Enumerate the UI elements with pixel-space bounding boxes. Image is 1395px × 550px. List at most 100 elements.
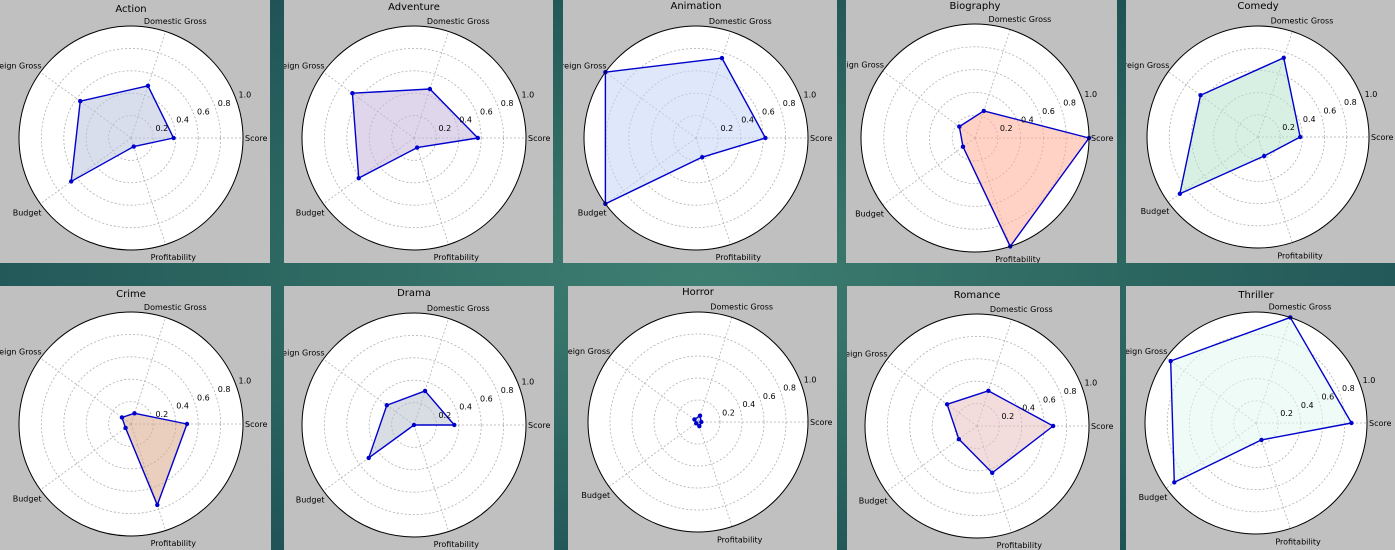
data-polygon-animation: [604, 57, 767, 205]
outer-ring: [18, 311, 244, 537]
radial-tick-label: 1.0: [1085, 379, 1098, 388]
data-polygon-crime: [121, 412, 188, 506]
radial-tick-label: 0.4: [743, 400, 756, 409]
data-point-domestic-gross: [986, 388, 991, 394]
grid-spoke: [1257, 136, 1293, 243]
radar-panel-action: Action 0.2 0.4 0.6 0.8 1.0 Score Domestic Gross…: [0, 0, 270, 263]
grid-spoke: [413, 137, 449, 245]
radial-tick-label: 0.6: [197, 107, 210, 116]
radar-svg: Drama 0.2 0.4 0.6 0.8 1.0 Score Domestic Gross F…: [284, 288, 550, 549]
axis-label-domestic-gross: Domestic Gross: [427, 304, 490, 313]
radar-svg: Action 0.2 0.4 0.6 0.8 1.0 Score Domestic Gross…: [0, 4, 267, 262]
data-point-domestic-gross: [697, 413, 703, 418]
grid-spoke: [1167, 71, 1259, 138]
axis-label-score: Score: [528, 134, 550, 143]
chart-title: Adventure: [388, 2, 440, 13]
data-point-budget: [366, 455, 371, 461]
radial-tick-label: 0.8: [501, 99, 514, 108]
radial-tick-label: 1.0: [522, 91, 535, 100]
radial-tick-label: 0.6: [1043, 395, 1056, 404]
grid-spoke: [1255, 422, 1291, 529]
data-polygon-romance: [946, 390, 1054, 474]
data-polygon-thriller: [1169, 316, 1353, 484]
data-point-budget: [1177, 191, 1183, 196]
chart-title: Action: [115, 4, 146, 15]
data-point-domestic-gross: [145, 83, 151, 89]
data-point-profitability: [155, 502, 160, 508]
radial-tick-label: 0.8: [1063, 98, 1076, 107]
grid-spoke: [413, 31, 449, 139]
axis-label-score: Score: [810, 418, 832, 427]
axis-label-profitability: Profitability: [997, 541, 1043, 550]
radial-tick-label: 0.8: [218, 99, 231, 108]
radial-tick-label: 1.0: [522, 378, 535, 387]
radial-tick-label: 0.8: [1064, 387, 1077, 396]
axis-label-domestic-gross: Domestic Gross: [709, 17, 772, 26]
data-point-score: [171, 135, 176, 141]
radial-tick-label: 1.0: [1365, 90, 1378, 99]
axis-label-foreign-gross: Foreign Gross: [0, 348, 42, 357]
radial-tick-label: 0.8: [501, 386, 514, 395]
axis-label-profitability: Profitability: [1275, 537, 1321, 546]
axis-label-score: Score: [1091, 422, 1113, 431]
axis-label-foreign-gross: Foreign Gross: [284, 62, 325, 71]
outer-ring: [864, 313, 1090, 539]
outer-ring: [587, 311, 809, 533]
radial-tick-label: 0.8: [1342, 384, 1355, 393]
data-point-profitability: [1261, 153, 1267, 159]
axis-label-score: Score: [810, 134, 832, 143]
outer-ring: [860, 23, 1090, 253]
grid-ring: [346, 70, 482, 206]
axis-label-foreign-gross: Foreign Gross: [847, 350, 888, 359]
data-point-score: [1297, 134, 1303, 140]
chart-title: Biography: [950, 1, 1001, 12]
grid-spoke: [323, 358, 415, 426]
radial-tick-label: 0.4: [176, 402, 189, 411]
data-point-foreign-gross: [944, 402, 950, 407]
radar-panel-comedy: Comedy 0.2 0.4 0.6 0.8 1.0 Score Domestic Gross…: [1126, 0, 1395, 263]
data-point-foreign-gross: [957, 124, 962, 129]
outer-ring: [1146, 25, 1370, 249]
data-polygon-adventure: [351, 88, 479, 179]
axis-label-budget: Budget: [581, 491, 610, 500]
grid-spoke: [974, 29, 1011, 139]
radar-panel-crime: Crime 0.2 0.4 0.6 0.8 1.0 Score Domestic Gross F…: [0, 286, 271, 550]
data-point-profitability: [990, 470, 995, 476]
grid-spoke: [882, 70, 976, 139]
data-point-profitability: [411, 422, 417, 428]
radar-panel-romance: Romance 0.2 0.4 0.6 0.8 1.0 Score Domestic Gros…: [847, 286, 1120, 550]
data-point-foreign-gross: [78, 98, 83, 104]
data-point-budget: [694, 421, 699, 426]
radial-tick-label: 0.4: [1303, 115, 1316, 124]
axis-label-foreign-gross: Foreign Gross: [568, 347, 610, 356]
grid-spoke: [413, 318, 449, 426]
data-point-domestic-gross: [427, 86, 433, 92]
radial-tick-label: 0.2: [155, 124, 168, 133]
data-point-score: [1349, 420, 1354, 426]
data-point-budget: [960, 144, 966, 149]
radar-svg: Animation 0.2 0.4 0.6 0.8 1.0 Score Domestic Gr…: [563, 1, 832, 262]
chart-title: Thriller: [1237, 290, 1274, 301]
data-point-budget: [356, 175, 361, 181]
data-point-foreign-gross: [1168, 358, 1173, 364]
radial-tick-label: 0.2: [720, 124, 733, 133]
grid-spoke: [130, 137, 166, 245]
axis-label-domestic-gross: Domestic Gross: [1269, 303, 1332, 312]
radial-tick-label: 0.2: [1000, 124, 1013, 133]
radial-tick-label: 0.6: [763, 392, 776, 401]
axis-label-domestic-gross: Domestic Gross: [1271, 17, 1334, 26]
data-point-score: [184, 421, 190, 427]
data-point-domestic-gross: [1281, 55, 1286, 61]
data-point-score: [475, 135, 481, 141]
radial-tick-label: 0.6: [1323, 107, 1336, 116]
radar-svg: Crime 0.2 0.4 0.6 0.8 1.0 Score Domestic Gross F…: [0, 289, 267, 548]
axis-label-budget: Budget: [13, 494, 42, 503]
axis-label-budget: Budget: [859, 496, 888, 505]
radial-tick-label: 0.2: [1280, 409, 1293, 418]
radial-tick-label: 0.4: [1022, 404, 1035, 413]
axis-label-foreign-gross: Foreign Gross: [1126, 61, 1169, 70]
outer-ring: [1144, 311, 1368, 535]
grid-spoke: [882, 137, 976, 206]
grid-spoke: [976, 319, 1012, 427]
radar-svg: Thriller 0.2 0.4 0.6 0.8 1.0 Score Domestic Gro…: [1126, 290, 1391, 546]
